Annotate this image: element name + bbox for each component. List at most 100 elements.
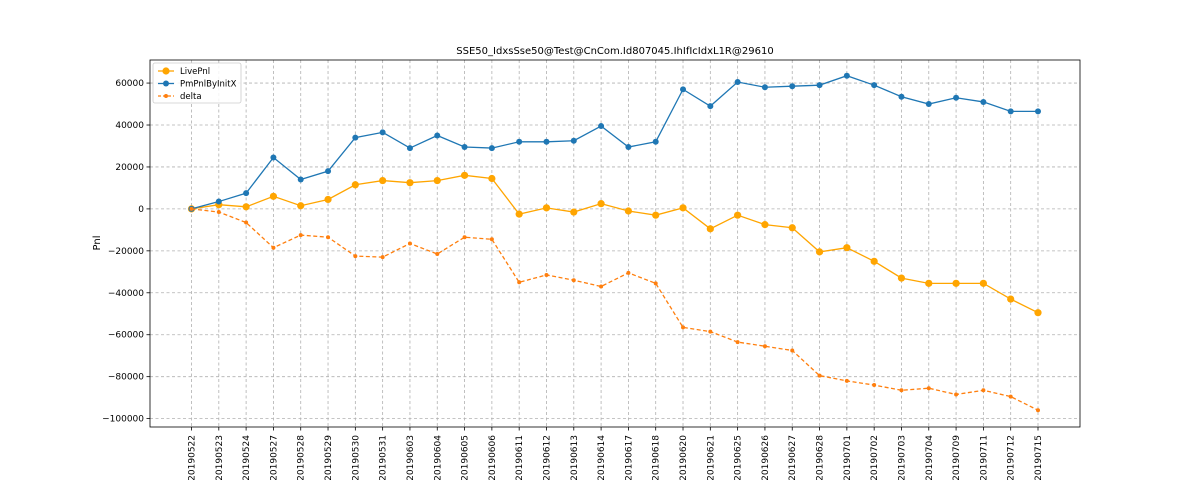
data-point-livepnl <box>351 181 359 189</box>
data-point-delta <box>762 344 767 349</box>
legend-label-delta: delta <box>180 92 202 102</box>
data-point-delta <box>981 388 986 393</box>
x-tick-label: 20190605 <box>461 435 471 480</box>
series-line-pmpnlbyinitx <box>191 75 1038 210</box>
data-point-pmpnlbyinitx <box>871 82 878 89</box>
data-point-livepnl <box>870 257 878 265</box>
x-tick-label: 20190522 <box>188 435 198 480</box>
x-tick-label: 20190527 <box>269 435 279 480</box>
data-point-delta <box>653 281 658 286</box>
data-point-livepnl <box>897 274 906 282</box>
series-livepnl <box>187 171 1042 317</box>
data-point-delta <box>216 210 221 215</box>
y-tick-label: 40000 <box>115 121 144 131</box>
data-point-livepnl <box>788 224 796 232</box>
data-point-pmpnlbyinitx <box>297 176 304 183</box>
x-tick-label: 20190530 <box>351 435 361 480</box>
data-point-livepnl <box>815 248 824 256</box>
data-point-delta <box>1036 408 1040 413</box>
data-point-pmpnlbyinitx <box>543 138 550 145</box>
legend: LivePnl PmPnlByInitX delta <box>152 62 242 104</box>
data-point-delta <box>926 386 931 391</box>
data-point-pmpnlbyinitx <box>406 145 413 152</box>
data-point-delta <box>244 220 249 225</box>
chart-title: SSE50_IdxsSse50@Test@CnCom.Id807045.IhIf… <box>456 46 773 57</box>
x-tick-label: 20190628 <box>816 435 826 480</box>
data-point-delta <box>899 388 904 393</box>
y-axis: −100000 −80000 −60000 −40000 −20000 0 20000 400… <box>102 79 150 425</box>
data-point-livepnl <box>542 204 551 212</box>
legend-label-pmpnlbyinitx: PmPnlByInitX <box>180 80 237 90</box>
x-tick-label: 20190702 <box>870 435 880 480</box>
data-point-delta <box>817 373 822 378</box>
x-tick-label: 20190604 <box>433 435 443 480</box>
data-point-delta <box>954 392 959 397</box>
data-point-pmpnlbyinitx <box>707 103 714 110</box>
data-point-pmpnlbyinitx <box>980 98 987 105</box>
legend-marker-livepnl <box>162 67 170 75</box>
y-tick-label: −20000 <box>108 247 144 257</box>
x-tick-label: 20190606 <box>488 435 498 480</box>
data-point-pmpnlbyinitx <box>1035 108 1041 115</box>
data-point-pmpnlbyinitx <box>215 198 222 205</box>
data-point-livepnl <box>706 225 714 233</box>
data-point-delta <box>790 348 795 353</box>
data-point-livepnl <box>324 195 332 204</box>
data-point-pmpnlbyinitx <box>816 82 823 89</box>
x-tick-label: 20190703 <box>897 435 907 480</box>
data-point-pmpnlbyinitx <box>461 144 468 151</box>
x-tick-label: 20190620 <box>679 435 689 480</box>
x-tick-label: 20190626 <box>761 435 771 480</box>
data-point-pmpnlbyinitx <box>570 137 577 144</box>
x-tick-label: 20190627 <box>788 435 798 480</box>
data-point-pmpnlbyinitx <box>488 145 495 152</box>
data-point-pmpnlbyinitx <box>352 134 359 141</box>
data-point-pmpnlbyinitx <box>953 94 960 101</box>
y-tick-label: 0 <box>138 205 144 215</box>
data-point-pmpnlbyinitx <box>898 93 905 100</box>
data-point-livepnl <box>624 207 633 215</box>
data-point-delta <box>407 241 412 246</box>
data-point-pmpnlbyinitx <box>925 101 932 108</box>
data-point-delta <box>626 270 631 275</box>
data-point-pmpnlbyinitx <box>325 168 332 175</box>
data-point-livepnl <box>570 208 578 216</box>
x-tick-label: 20190617 <box>624 435 634 480</box>
data-point-delta <box>544 272 549 277</box>
y-tick-label: 60000 <box>115 79 144 89</box>
x-tick-label: 20190603 <box>406 435 416 480</box>
x-tick-label: 20190531 <box>379 435 389 480</box>
data-point-pmpnlbyinitx <box>598 123 605 130</box>
data-point-pmpnlbyinitx <box>625 144 632 151</box>
data-point-delta <box>1008 394 1013 399</box>
data-point-delta <box>517 280 522 285</box>
data-point-pmpnlbyinitx <box>652 138 659 145</box>
data-point-livepnl <box>734 211 742 219</box>
x-tick-label: 20190715 <box>1034 435 1044 480</box>
data-point-livepnl <box>597 200 605 208</box>
data-point-delta <box>298 233 303 238</box>
data-point-livepnl <box>952 279 960 287</box>
data-point-livepnl <box>433 176 441 185</box>
legend-label-livepnl: LivePnl <box>180 67 210 77</box>
x-tick-label: 20190523 <box>215 435 225 480</box>
data-point-delta <box>189 206 194 211</box>
y-tick-label: −80000 <box>108 373 144 383</box>
data-point-livepnl <box>515 210 523 218</box>
data-point-pmpnlbyinitx <box>516 138 523 145</box>
data-point-pmpnlbyinitx <box>761 84 768 91</box>
data-point-livepnl <box>1034 309 1042 317</box>
x-tick-label: 20190612 <box>542 435 552 480</box>
grid-layer <box>150 60 1080 427</box>
x-tick-label: 20190613 <box>570 435 580 480</box>
y-axis-label: Pnl <box>92 236 103 251</box>
data-point-livepnl <box>297 202 305 210</box>
x-tick-label: 20190704 <box>925 435 935 480</box>
data-point-livepnl <box>460 171 469 179</box>
legend-marker-delta <box>164 94 168 98</box>
legend-box <box>152 62 242 104</box>
data-point-delta <box>326 235 331 240</box>
data-point-livepnl <box>979 279 987 287</box>
data-point-livepnl <box>925 279 933 287</box>
